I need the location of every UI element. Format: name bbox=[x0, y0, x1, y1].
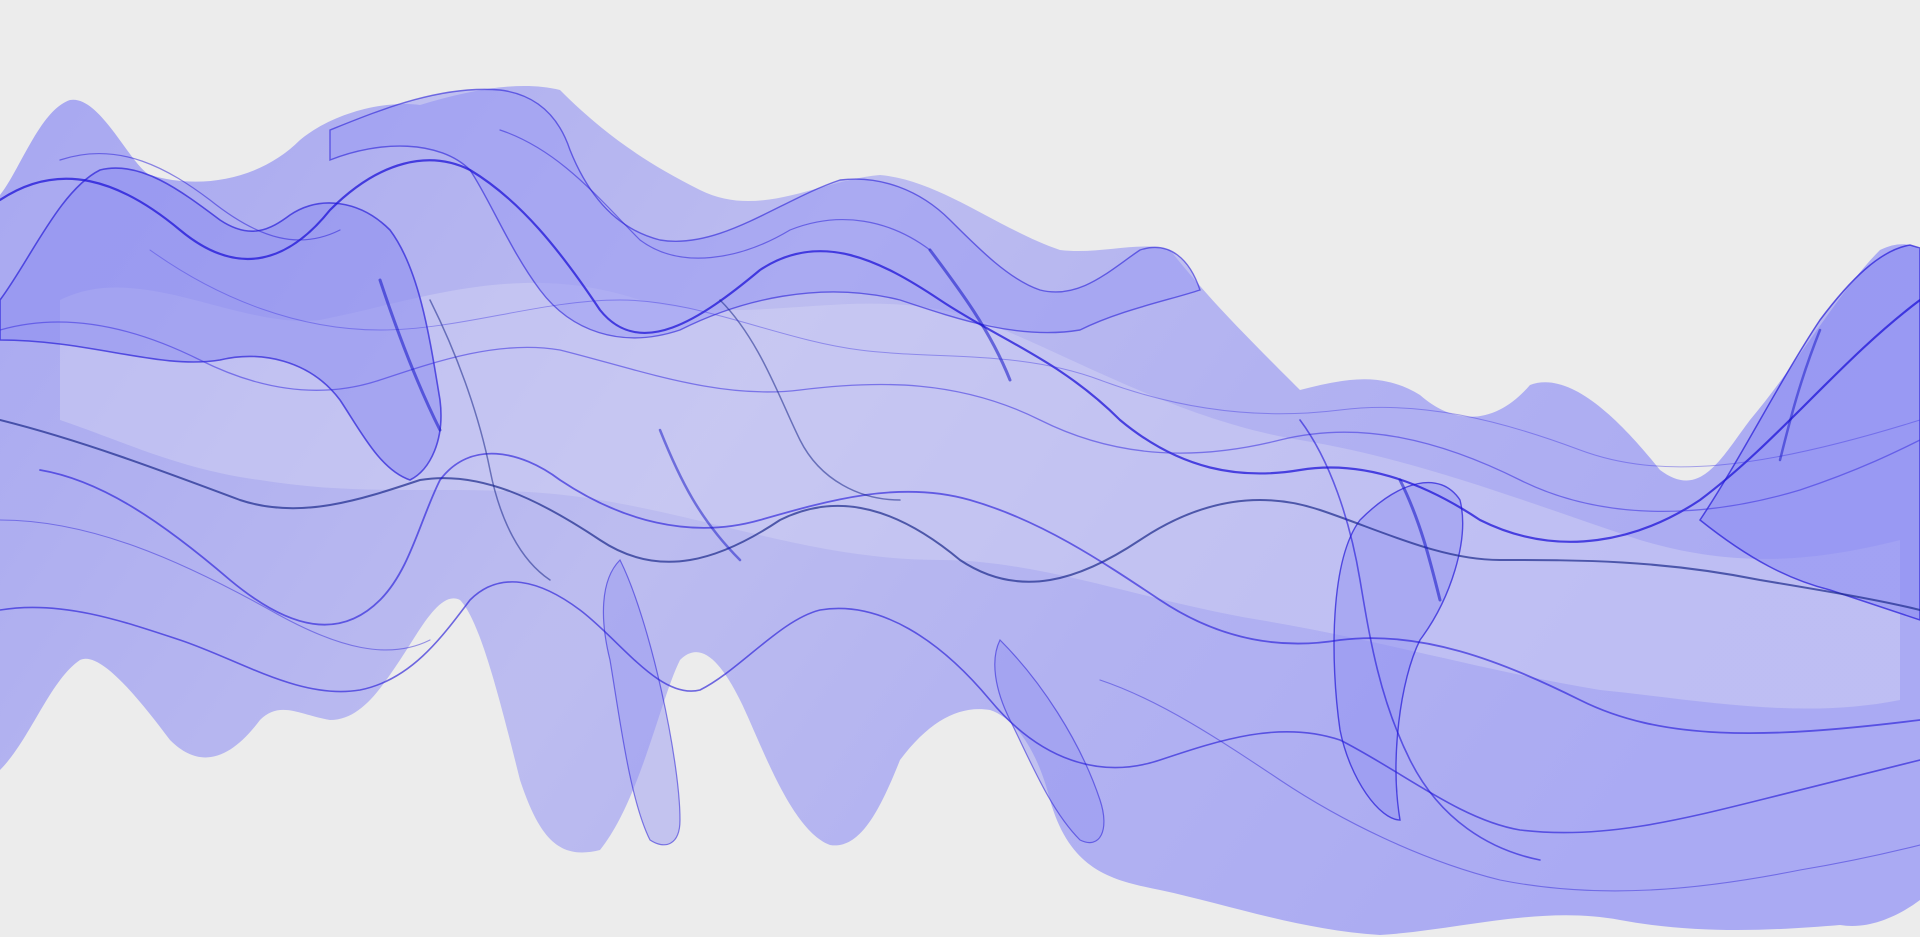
thread-3 bbox=[0, 581, 1920, 834]
crease-2 bbox=[928, 248, 1012, 382]
thread-1 bbox=[0, 159, 1920, 543]
thread-7 bbox=[429, 299, 901, 581]
crease-accents bbox=[378, 248, 1822, 602]
ribbon-flap-left bbox=[0, 167, 442, 481]
crease-4 bbox=[1778, 328, 1822, 462]
ribbon-body bbox=[0, 85, 1920, 936]
ribbon-fold-right bbox=[1698, 244, 1920, 621]
ribbon-crest-top bbox=[329, 88, 1201, 339]
thread-2 bbox=[0, 419, 1920, 611]
thread-8 bbox=[1299, 419, 1541, 861]
ribbon-sheen bbox=[60, 282, 1900, 709]
ribbon-fold-mid bbox=[994, 638, 1105, 844]
thread-6 bbox=[59, 129, 931, 259]
thread-9 bbox=[0, 519, 1920, 892]
thread-5 bbox=[39, 452, 1920, 735]
ribbon-fold-bottom bbox=[602, 558, 681, 846]
thread-4 bbox=[0, 321, 1920, 512]
crease-3 bbox=[1398, 478, 1442, 602]
crease-1 bbox=[378, 278, 442, 432]
crease-5 bbox=[658, 428, 742, 562]
